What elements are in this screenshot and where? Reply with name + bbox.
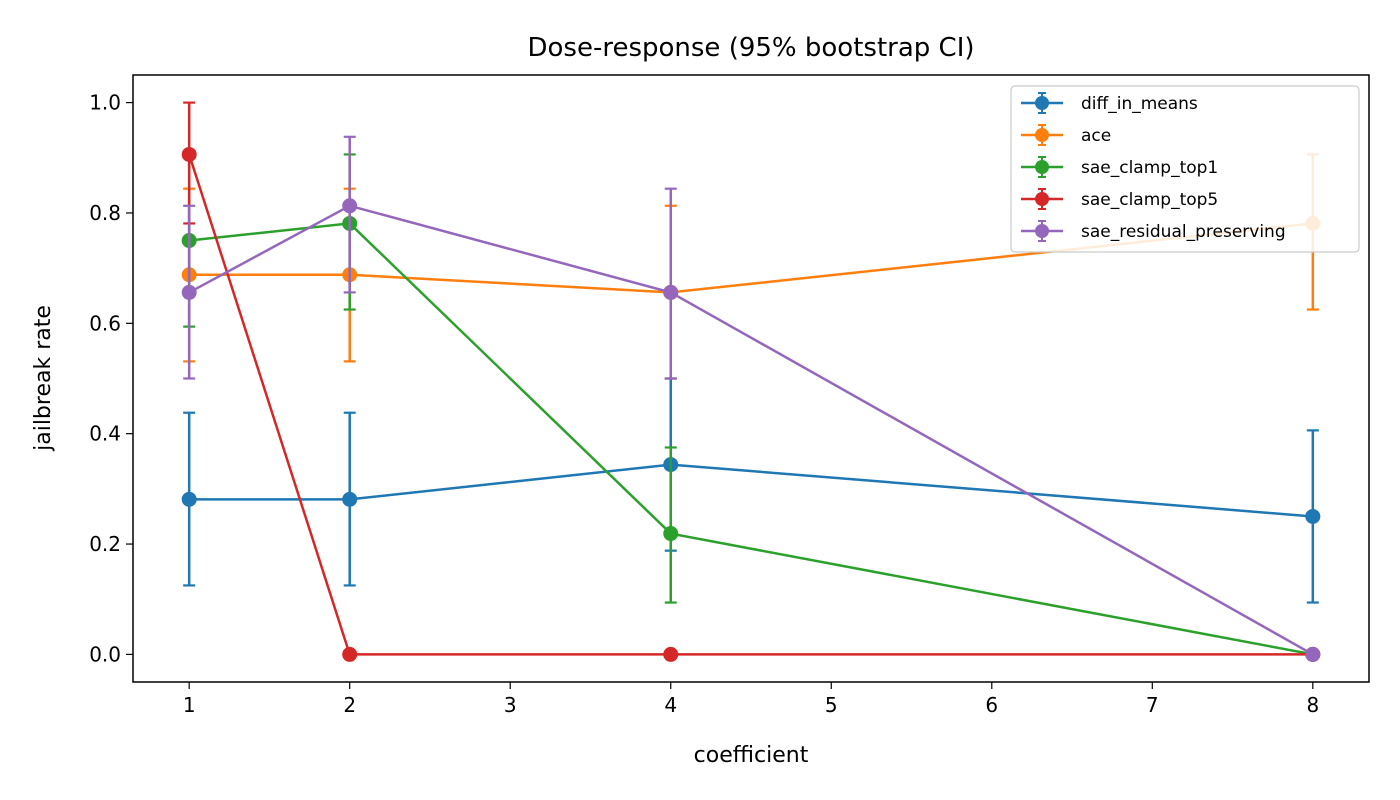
legend-marker bbox=[1035, 224, 1049, 238]
error-bar bbox=[664, 187, 677, 380]
series-line bbox=[188, 204, 1314, 656]
chart-title: Dose-response (95% bootstrap CI) bbox=[527, 33, 974, 63]
series-sae_residual_preserving bbox=[181, 135, 1321, 662]
legend-entry: ace bbox=[1021, 124, 1111, 146]
series-line bbox=[187, 154, 1313, 656]
x-tick-label: 6 bbox=[985, 693, 998, 717]
data-point bbox=[663, 646, 679, 662]
series-diff_in_means bbox=[181, 377, 1321, 604]
axes-frame bbox=[132, 74, 1370, 683]
x-tick-label: 3 bbox=[504, 693, 517, 717]
series-line bbox=[189, 222, 1314, 656]
legend-marker bbox=[1035, 128, 1049, 142]
legend-entry: diff_in_means bbox=[1021, 92, 1198, 114]
x-tick-label: 2 bbox=[343, 693, 356, 717]
series-sae_clamp_top5 bbox=[181, 101, 1321, 662]
x-axis-label: coefficient bbox=[694, 743, 809, 768]
legend-entry: sae_clamp_top5 bbox=[1021, 188, 1218, 210]
x-tick-label: 1 bbox=[183, 693, 196, 717]
x-tick-label: 7 bbox=[1146, 693, 1159, 717]
legend-label: sae_residual_preserving bbox=[1081, 222, 1286, 242]
x-tick-label: 4 bbox=[664, 693, 677, 717]
data-point bbox=[342, 198, 358, 214]
legend-entry: sae_clamp_top1 bbox=[1021, 156, 1218, 178]
data-point bbox=[1305, 508, 1321, 524]
legend-label: diff_in_means bbox=[1081, 94, 1198, 114]
data-point bbox=[342, 491, 358, 507]
y-tick-label: 0.6 bbox=[89, 311, 121, 335]
data-point bbox=[663, 526, 679, 542]
series-line bbox=[189, 222, 1313, 294]
legend-label: sae_clamp_top5 bbox=[1081, 190, 1218, 210]
data-point bbox=[342, 646, 358, 662]
legend-marker bbox=[1035, 160, 1049, 174]
error-bar bbox=[343, 135, 356, 294]
legend-label: sae_clamp_top1 bbox=[1081, 158, 1218, 178]
y-tick-label: 0.8 bbox=[89, 201, 121, 225]
data-point bbox=[181, 146, 197, 162]
error-bar bbox=[664, 446, 677, 604]
legend-marker bbox=[1035, 192, 1049, 206]
x-tick-label: 8 bbox=[1306, 693, 1319, 717]
legend-marker bbox=[1035, 96, 1049, 110]
y-tick-label: 0.2 bbox=[89, 532, 121, 556]
legend-entry: sae_residual_preserving bbox=[1021, 220, 1286, 242]
x-tick-label: 5 bbox=[825, 693, 838, 717]
legend-label: ace bbox=[1081, 126, 1111, 146]
y-tick-label: 1.0 bbox=[89, 91, 121, 115]
y-tick-label: 0.4 bbox=[89, 422, 121, 446]
data-point bbox=[663, 284, 679, 300]
legend-frame bbox=[1010, 85, 1360, 253]
y-axis-label: jailbreak rate bbox=[31, 305, 56, 452]
data-point bbox=[181, 284, 197, 300]
axis-ticks: 1 2 3 4 5 6 7 8 0.0 0.2 0.4 0.6 0.8 1.0 bbox=[89, 91, 1319, 717]
series-line bbox=[189, 463, 1313, 518]
y-tick-label: 0.0 bbox=[89, 642, 121, 666]
data-point bbox=[181, 491, 197, 507]
data-point bbox=[1305, 646, 1321, 662]
